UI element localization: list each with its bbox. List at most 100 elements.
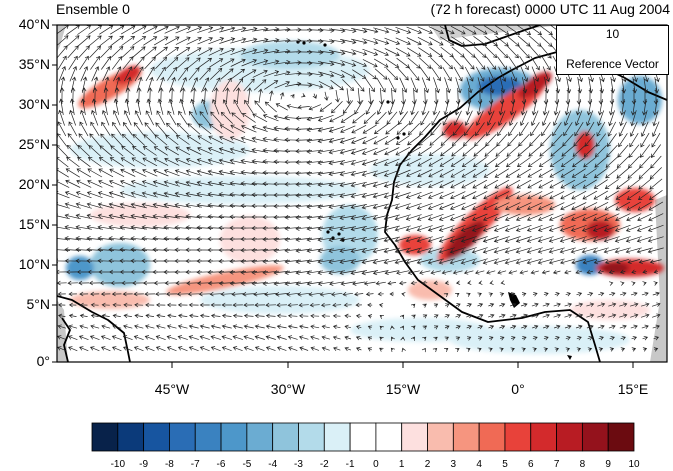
wind-vector [279,92,285,100]
wind-vector [174,191,191,198]
wind-vector [211,98,220,115]
wind-vector [604,258,619,265]
wind-vector [355,313,362,319]
wind-vector [379,325,384,330]
wind-vector [563,122,573,137]
wind-vector [236,87,241,105]
wind-vector [164,146,180,156]
wind-vector [264,101,277,113]
wind-vector [430,270,441,275]
wind-vector [339,182,356,188]
wind-vector [273,137,291,142]
wind-vector [620,269,626,275]
wind-vector [411,325,416,330]
wind-vector [121,280,134,286]
wind-vector [519,56,529,71]
wind-vector [517,25,532,35]
wind-vector [574,122,584,137]
wind-vector [532,347,537,352]
field-patch-positive [399,235,431,255]
wind-vector [374,68,388,80]
wind-vector [122,346,133,352]
wind-vector [301,93,306,98]
wind-vector [134,110,143,126]
cape-verde-island [337,232,341,236]
wind-vector [411,314,416,319]
wind-vector [510,292,516,297]
wind-vector [410,280,417,286]
wind-vector [80,66,89,82]
wind-vector [155,122,167,136]
wind-vector [131,25,147,35]
wind-vector [396,270,410,275]
wind-vector [197,135,213,145]
wind-vector [460,258,477,265]
wind-vector [251,236,269,242]
wind-vector [219,47,236,56]
lat-label-15n: 15°N [18,216,50,232]
wind-vector [344,324,351,330]
wind-vector [274,49,291,54]
wind-vector [489,280,494,285]
wind-vector [68,302,77,308]
wind-vector [230,58,246,67]
wind-vector [476,99,482,116]
wind-vector [91,66,100,82]
wind-vector [290,94,295,99]
wind-vector [642,347,648,352]
wind-vector [350,181,367,188]
wind-vector [376,77,386,93]
wind-vector [472,191,488,200]
wind-vector [251,125,268,132]
lat-label-40n: 40°N [18,16,50,32]
wind-vector [582,179,597,189]
wind-vector [433,303,439,308]
wind-vector [483,202,499,211]
wind-vector [90,55,100,70]
wind-vector [653,281,658,286]
field-patch-positive [408,280,452,300]
wind-vector [68,346,78,352]
islands [296,40,572,360]
wind-vector [339,193,356,199]
wind-vector [335,89,340,103]
wind-vector [372,203,389,210]
wind-vector [648,201,664,211]
colorbar-tick-label: -2 [319,459,329,470]
wind-vector [608,110,615,127]
wind-vector [241,113,256,123]
wind-vector [357,87,362,105]
wind-vector [351,28,368,34]
wind-vector [576,291,583,297]
wind-vector [530,270,539,275]
wind-vector [123,121,133,136]
wind-vector [298,302,309,308]
wind-vector [515,236,532,243]
wind-vector [592,236,609,243]
wind-vector [649,259,662,264]
field-patch-negative [90,243,150,287]
wind-vector [121,133,134,146]
map-frame [56,24,668,363]
wind-vector [616,178,630,190]
wind-vector [57,313,66,319]
wind-vector [207,214,225,219]
wind-vector [177,335,188,340]
wind-vector [306,27,324,33]
wind-vector [155,291,167,297]
wind-vector [431,67,441,82]
wind-vector [386,111,398,125]
wind-vector [471,236,488,243]
colorbar-tick-label: -10 [110,459,126,470]
wind-vector [57,156,69,168]
wind-vector [527,168,543,178]
wind-vector [496,46,509,59]
wind-vector [588,77,594,94]
wind-vector [350,192,367,199]
wind-vector [58,65,66,82]
wind-vector [229,247,247,253]
wind-vector [361,225,378,232]
axis-ticks [52,24,634,368]
wind-vector [264,292,278,297]
wind-vector [186,36,202,45]
